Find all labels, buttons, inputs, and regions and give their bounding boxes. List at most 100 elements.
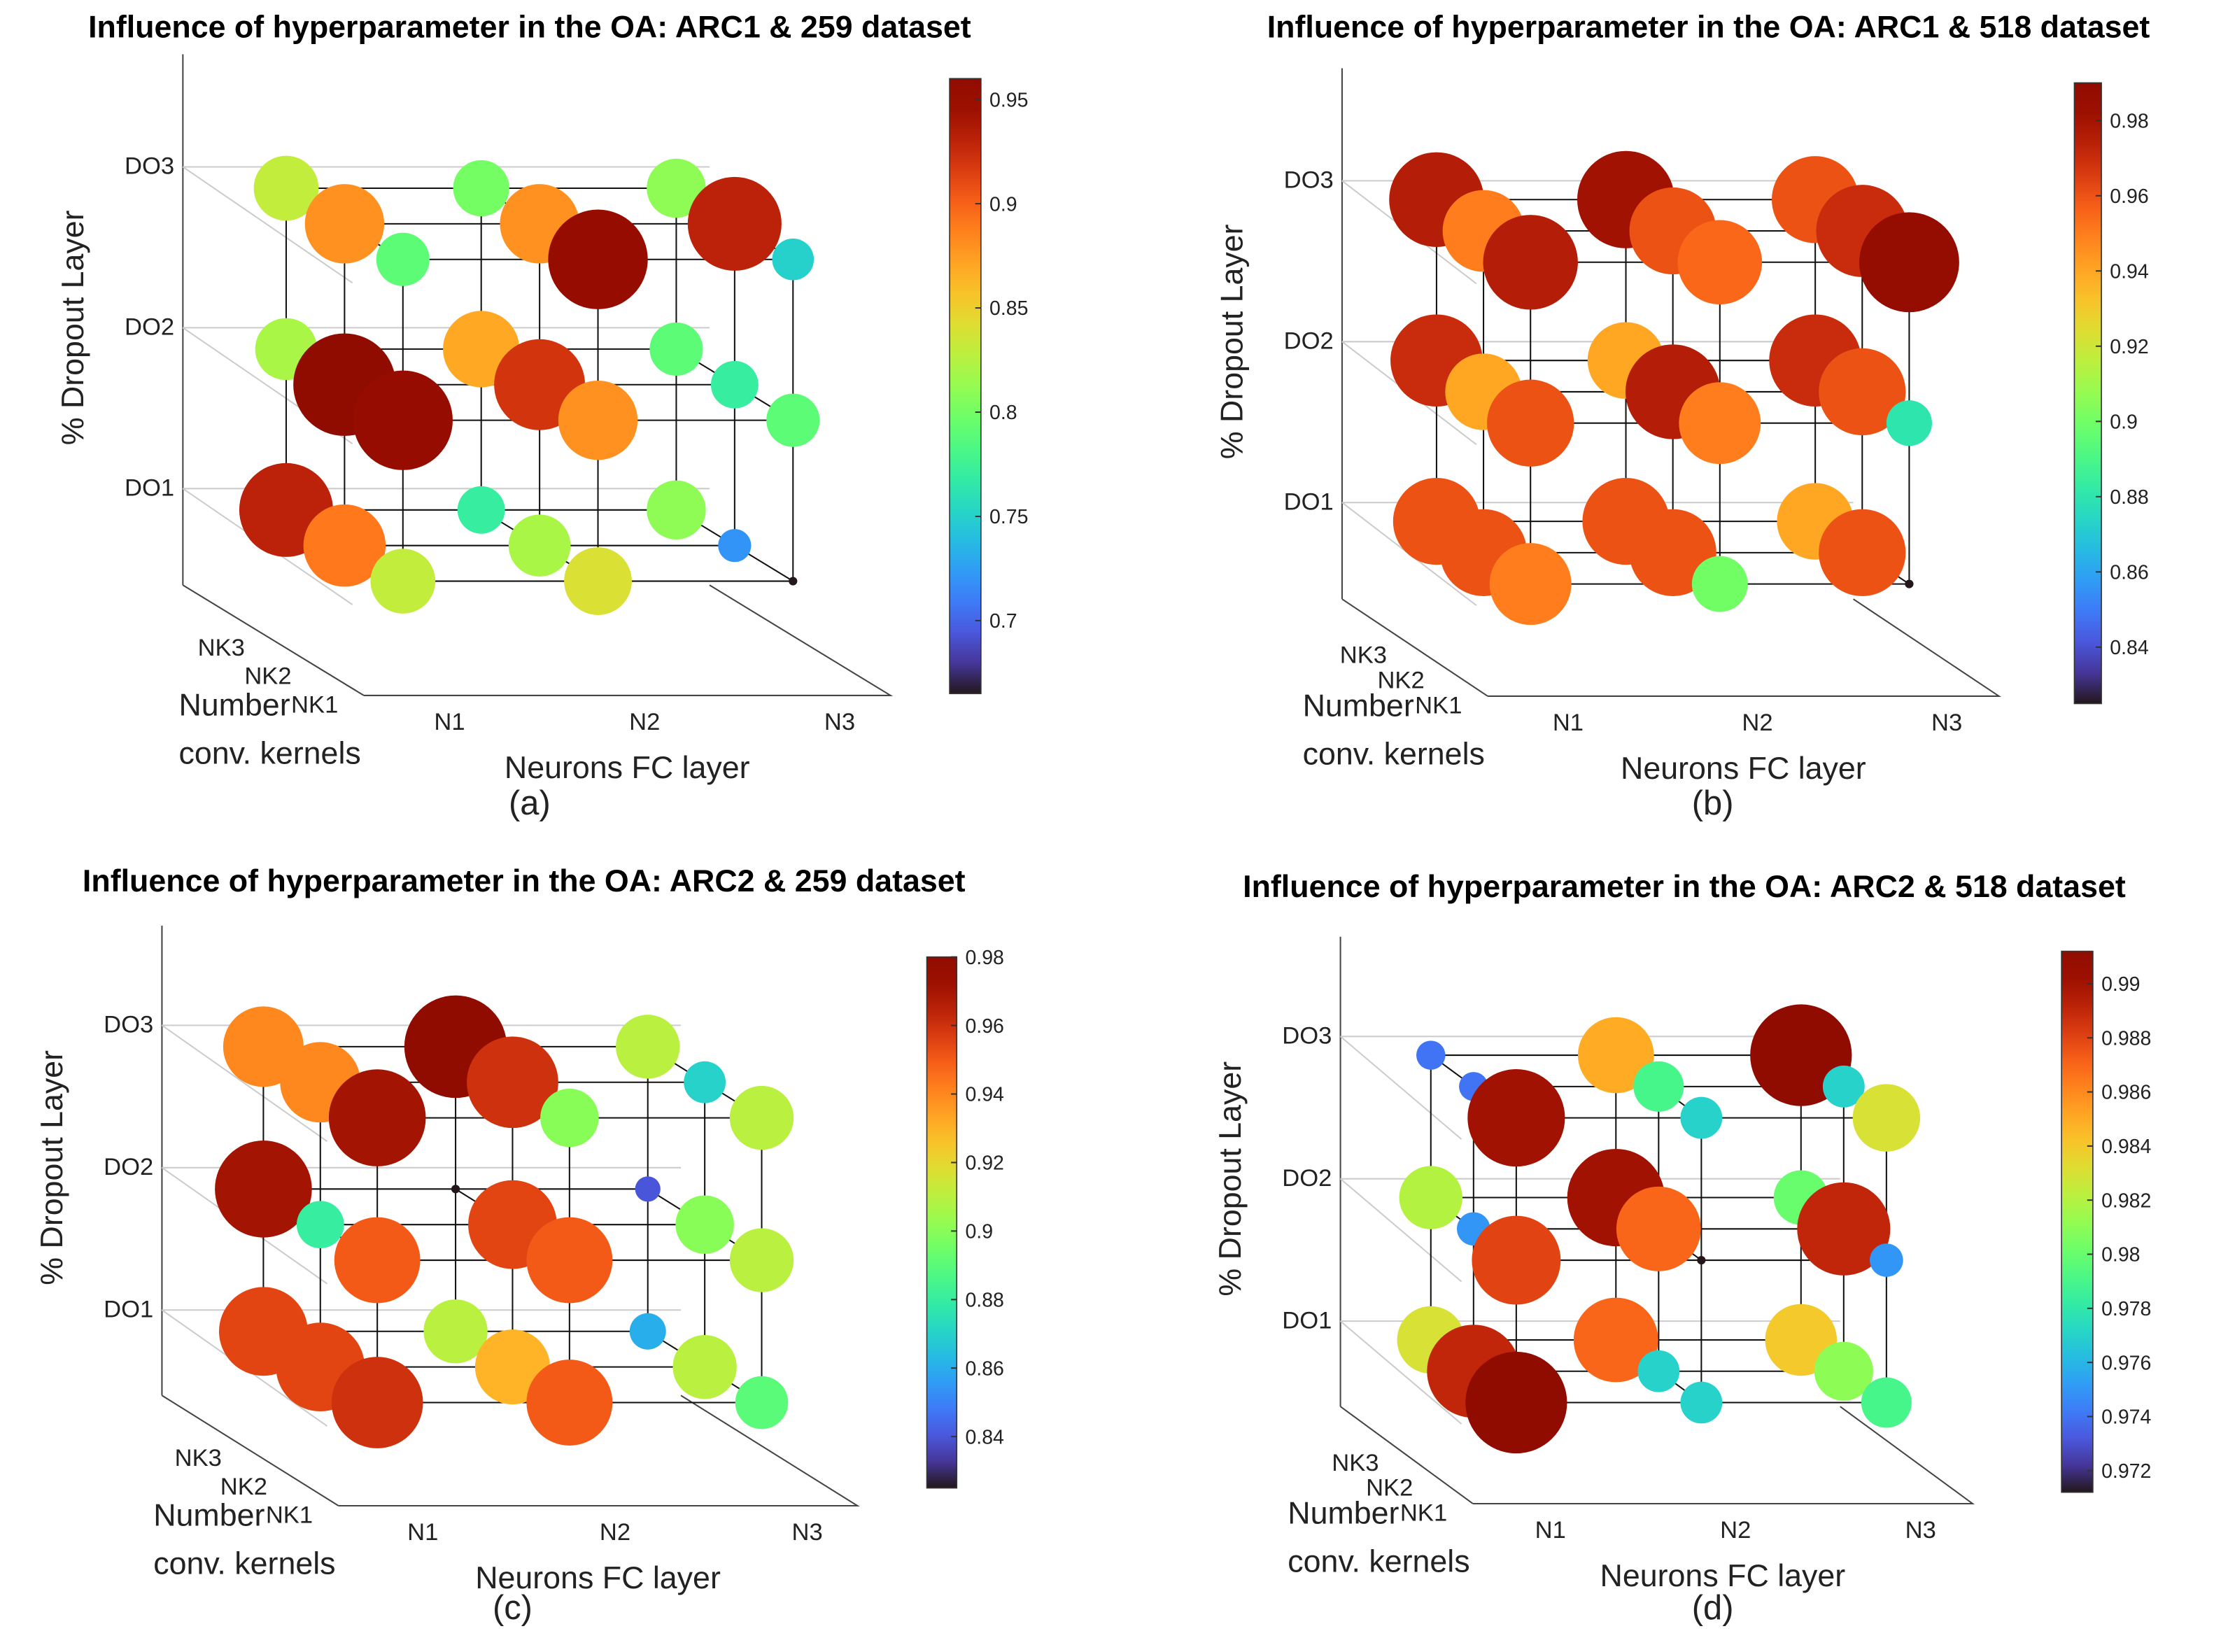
z-axis-label: % Dropout Layer — [34, 1050, 69, 1285]
bubble-DO1-NK2-N3 — [672, 1334, 737, 1399]
x-tick-N3: N3 — [824, 709, 855, 735]
z-axis-label: % Dropout Layer — [1215, 224, 1250, 459]
bubble-DO3-NK3-N1 — [253, 155, 319, 221]
colorbar-tick-label: 0.7 — [989, 610, 1017, 633]
bubble-DO2-NK1-N1 — [1472, 1215, 1561, 1305]
colorbar-tick-label: 0.84 — [965, 1426, 1003, 1448]
bubble-DO1-NK2-N2 — [508, 514, 571, 577]
bubble-DO1-NK2-N3 — [1819, 509, 1906, 597]
chart-title: Influence of hyperparameter in the OA: A… — [1267, 9, 2150, 44]
panel-caption: (d) — [1692, 1589, 1734, 1627]
colorbar-tick-label: 0.92 — [2110, 336, 2148, 358]
colorbar-tick-label: 0.978 — [2101, 1298, 2151, 1320]
y-tick-NK1: NK1 — [1415, 692, 1462, 719]
bubble-DO1-NK1-N2 — [1691, 556, 1748, 612]
y-tick-NK2: NK2 — [1377, 668, 1424, 694]
bubble-DO3-NK1-N3 — [772, 238, 815, 281]
colorbar-tick-label: 0.972 — [2101, 1460, 2151, 1483]
bubble-DO1-NK1-N3 — [789, 577, 798, 586]
bubble-DO1-NK1-N3 — [1861, 1377, 1912, 1428]
bubble-DO1-NK2-N2 — [1637, 1350, 1680, 1392]
bubble-DO3-NK2-N2 — [467, 1036, 558, 1129]
bubble-DO3-NK2-N3 — [687, 176, 782, 271]
colorbar-tick-label: 0.86 — [2110, 562, 2148, 584]
bubble-DO1-NK1-N1 — [1489, 543, 1572, 626]
bubble-DO2-NK1-N2 — [558, 380, 638, 460]
x-tick-N1: N1 — [407, 1519, 438, 1546]
bubble-DO2-NK2-N1 — [296, 1201, 344, 1249]
bubble-DO1-NK1-N2 — [564, 547, 632, 615]
bubble-DO1-NK1-N3 — [1905, 579, 1914, 588]
colorbar-tick-label: 0.92 — [965, 1152, 1003, 1175]
bubble-DO3-NK3-N2 — [453, 160, 509, 217]
colorbar-tick-label: 0.85 — [989, 297, 1028, 320]
bubble-DO1-NK2-N3 — [1814, 1341, 1873, 1401]
bubble-DO1-NK1-N1 — [1465, 1351, 1567, 1454]
bubble-DO3-NK2-N3 — [1822, 1065, 1865, 1108]
z-tick-DO1: DO1 — [1284, 488, 1334, 515]
panel-caption: (a) — [509, 784, 551, 822]
bubble-DO1-NK1-N2 — [1680, 1381, 1723, 1424]
x-axis-label: Neurons FC layer — [475, 1560, 721, 1595]
chart-title: Influence of hyperparameter in the OA: A… — [1243, 869, 2126, 904]
bubble-DO3-NK1-N3 — [729, 1085, 794, 1150]
z-tick-DO2: DO2 — [104, 1154, 153, 1180]
colorbar — [949, 78, 982, 695]
bubble-DO1-NK2-N1 — [303, 504, 386, 587]
panel-c: Influence of hyperparameter in the OA: A… — [34, 863, 1004, 1627]
colorbar-tick-label: 0.95 — [989, 89, 1028, 111]
colorbar-tick-label: 0.75 — [989, 506, 1028, 528]
panel-a: Influence of hyperparameter in the OA: A… — [55, 9, 1029, 822]
bubble-DO3-NK3-N3 — [647, 158, 706, 218]
x-axis-label: Neurons FC layer — [1621, 751, 1866, 786]
bubble-DO2-NK2-N3 — [675, 1195, 734, 1254]
colorbar — [2061, 950, 2094, 1493]
colorbar-tick-label: 0.98 — [2110, 110, 2148, 132]
y-axis-label: Number conv. kernels — [178, 687, 360, 770]
bubble-DO1-NK1-N1 — [331, 1357, 423, 1448]
colorbar-tick-label: 0.88 — [2110, 486, 2148, 509]
y-axis-label: Number conv. kernels — [153, 1498, 335, 1581]
y-tick-NK3: NK3 — [175, 1445, 222, 1471]
bubble-DO2-NK1-N3 — [1870, 1243, 1903, 1277]
y-tick-NK1: NK1 — [266, 1502, 313, 1528]
y-tick-NK1: NK1 — [291, 691, 338, 718]
colorbar-tick-label: 0.94 — [965, 1084, 1003, 1106]
bubble-DO3-NK1-N1 — [376, 232, 430, 286]
bubble-DO2-NK3-N3 — [649, 322, 703, 376]
colorbar-tick-label: 0.986 — [2101, 1082, 2151, 1104]
bubbles — [1389, 150, 1959, 626]
colorbar-tick-label: 0.98 — [965, 947, 1003, 969]
bubble-DO2-NK1-N2 — [1697, 1255, 1706, 1265]
colorbar-tick-label: 0.99 — [2101, 973, 2140, 996]
colorbar — [2073, 82, 2102, 705]
bubble-DO1-NK1-N1 — [370, 549, 436, 614]
x-tick-N2: N2 — [1742, 709, 1772, 736]
colorbar-tick-label: 0.98 — [2101, 1244, 2140, 1266]
x-tick-N2: N2 — [600, 1519, 630, 1546]
colorbar-tick-label: 0.86 — [965, 1357, 1003, 1380]
bubble-DO3-NK1-N2 — [1680, 1096, 1723, 1139]
x-tick-N3: N3 — [1931, 709, 1962, 736]
y-tick-NK2: NK2 — [244, 663, 291, 690]
bubble-DO3-NK1-N1 — [328, 1069, 426, 1166]
bubble-DO1-NK3-N2 — [1573, 1297, 1658, 1383]
bubble-DO1-NK3-N2 — [457, 486, 505, 534]
colorbar-tick-label: 0.94 — [2110, 260, 2148, 283]
colorbar-tick-label: 0.982 — [2101, 1189, 2151, 1212]
colorbar-tick-label: 0.96 — [2110, 185, 2148, 208]
colorbar-tick-label: 0.9 — [2110, 411, 2138, 433]
y-tick-NK3: NK3 — [1332, 1450, 1379, 1476]
bubble-DO2-NK1-N2 — [1679, 382, 1761, 465]
bubble-DO2-NK1-N1 — [1487, 379, 1574, 467]
z-axis-label: % Dropout Layer — [55, 210, 90, 445]
colorbar — [926, 956, 958, 1489]
bubble-DO3-NK2-N3 — [684, 1061, 726, 1103]
z-tick-DO2: DO2 — [125, 314, 174, 341]
z-tick-DO1: DO1 — [104, 1296, 153, 1322]
bubble-DO3-NK1-N3 — [1852, 1084, 1921, 1152]
y-tick-NK1: NK1 — [1400, 1499, 1447, 1526]
panel-caption: (b) — [1692, 784, 1734, 822]
colorbar-tick-label: 0.96 — [965, 1015, 1003, 1038]
